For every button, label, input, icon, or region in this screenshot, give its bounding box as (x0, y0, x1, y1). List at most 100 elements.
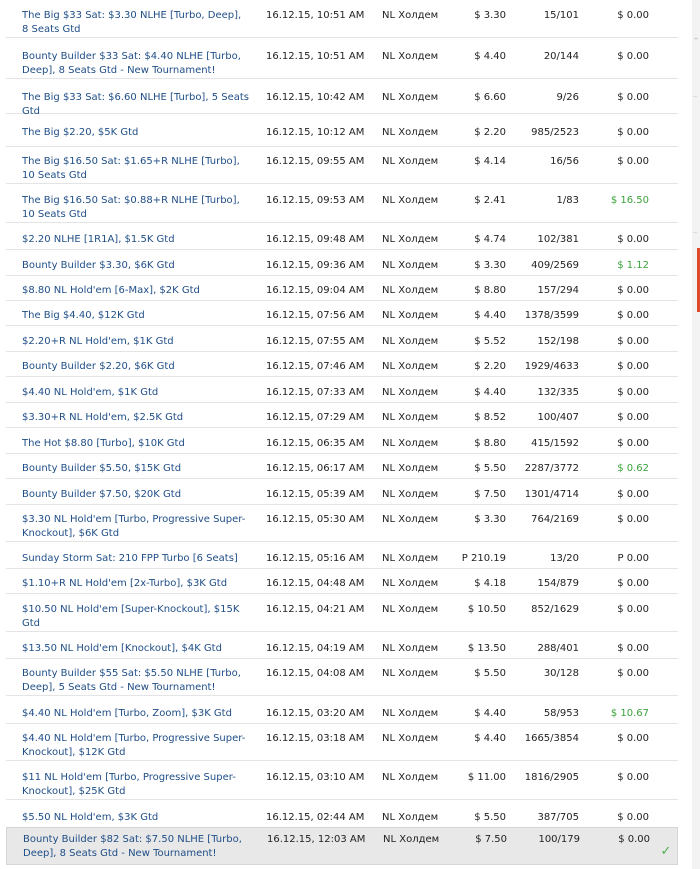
tournament-row[interactable]: The Big $16.50 Sat: $0.88+R NLHE [Turbo]… (6, 189, 678, 223)
tournament-row[interactable]: The Big $33 Sat: $6.60 NLHE [Turbo], 5 S… (6, 86, 678, 117)
tournament-date: 16.12.15, 09:55 AM (266, 156, 365, 167)
tournament-row[interactable]: $2.20 NLHE [1R1A], $1.5K Gtd 16.12.15, 09… (6, 228, 678, 250)
buy-in: $ 5.52 (474, 336, 506, 347)
winnings: $ 0.00 (617, 733, 649, 744)
tournament-name[interactable]: $2.20+R NL Hold'em, $1K Gtd (22, 336, 174, 347)
buy-in: $ 6.60 (474, 92, 506, 103)
scrollbar-divider (693, 96, 697, 97)
tournament-row[interactable]: $4.40 NL Hold'em [Turbo, Zoom], $3K Gtd 1… (6, 702, 678, 724)
buy-in: $ 2.20 (474, 361, 506, 372)
tournament-date: 16.12.15, 07:56 AM (266, 310, 365, 321)
tournament-name[interactable]: $5.50 NL Hold'em, $3K Gtd (22, 812, 159, 823)
tournament-row[interactable]: Bounty Builder $33 Sat: $4.40 NLHE [Turb… (6, 45, 678, 79)
tournament-row[interactable]: Bounty Builder $55 Sat: $5.50 NLHE [Turb… (6, 662, 678, 696)
chevron-up-icon[interactable]: ⌃ (692, 37, 700, 47)
tournament-name[interactable]: Bounty Builder $5.50, $15K Gtd (22, 463, 182, 474)
tournament-date: 16.12.15, 06:17 AM (266, 463, 365, 474)
tournament-name[interactable]: The Hot $8.80 [Turbo], $10K Gtd (22, 438, 185, 449)
buy-in: $ 11.00 (467, 772, 506, 783)
tournament-name[interactable]: Bounty Builder $3.30, $6K Gtd (22, 260, 175, 271)
tournament-name[interactable]: Bounty Builder $2.20, $6K Gtd (22, 361, 175, 372)
tournament-row[interactable]: The Hot $8.80 [Turbo], $10K Gtd 16.12.15,… (6, 432, 678, 454)
winnings: $ 0.00 (617, 361, 649, 372)
tournament-name[interactable]: $1.10+R NL Hold'em [2x-Turbo], $3K Gtd (22, 578, 228, 589)
tournament-name[interactable]: $3.30 NL Hold'em [Turbo, Progressive Sup… (22, 514, 246, 539)
buy-in: $ 7.50 (475, 834, 507, 845)
tournament-row[interactable]: $3.30 NL Hold'em [Turbo, Progressive Sup… (6, 508, 678, 542)
tournament-name[interactable]: The Big $2.20, $5K Gtd (22, 127, 139, 138)
tournament-row[interactable]: Bounty Builder $7.50, $20K Gtd 16.12.15, … (6, 483, 678, 505)
tournament-name[interactable]: $4.40 NL Hold'em [Turbo, Zoom], $3K Gtd (22, 708, 232, 719)
buy-in: $ 4.18 (474, 578, 506, 589)
tournament-row[interactable]: $8.80 NL Hold'em [6-Max], $2K Gtd 16.12.1… (6, 279, 678, 301)
tournament-name[interactable]: $4.40 NL Hold'em [Turbo, Progressive Sup… (22, 733, 246, 758)
entrants: 1816/2905 (524, 772, 579, 783)
entrants: 132/335 (537, 387, 579, 398)
tournament-row[interactable]: The Big $16.50 Sat: $1.65+R NLHE [Turbo]… (6, 150, 678, 184)
tournament-name[interactable]: The Big $4.40, $12K Gtd (22, 310, 145, 321)
tournament-name[interactable]: The Big $33 Sat: $3.30 NLHE [Turbo, Deep… (22, 10, 242, 35)
tournament-name[interactable]: $2.20 NLHE [1R1A], $1.5K Gtd (22, 234, 175, 245)
entrants: 764/2169 (531, 514, 579, 525)
tournament-name[interactable]: $4.40 NL Hold'em, $1K Gtd (22, 387, 159, 398)
tournament-row[interactable]: The Big $2.20, $5K Gtd 16.12.15, 10:12 AM… (6, 121, 678, 147)
entrants: 415/1592 (531, 438, 579, 449)
tournament-date: 16.12.15, 10:51 AM (266, 10, 365, 21)
winnings: $ 0.00 (617, 412, 649, 423)
tournament-name[interactable]: The Big $16.50 Sat: $1.65+R NLHE [Turbo]… (22, 156, 240, 181)
tournament-row[interactable]: $1.10+R NL Hold'em [2x-Turbo], $3K Gtd 16… (6, 572, 678, 594)
tournament-date: 16.12.15, 02:44 AM (266, 812, 365, 823)
scrollbar[interactable]: ⌃ (692, 0, 700, 869)
tournament-name[interactable]: $13.50 NL Hold'em [Knockout], $4K Gtd (22, 643, 222, 654)
tournament-row[interactable]: $5.50 NL Hold'em, $3K Gtd 16.12.15, 02:44… (6, 806, 678, 828)
tournament-name[interactable]: Bounty Builder $82 Sat: $7.50 NLHE [Turb… (23, 834, 242, 859)
tournament-row[interactable]: $10.50 NL Hold'em [Super-Knockout], $15K… (6, 598, 678, 632)
tournament-row[interactable]: $2.20+R NL Hold'em, $1K Gtd 16.12.15, 07:… (6, 330, 678, 352)
tournament-row[interactable]: Sunday Storm Sat: 210 FPP Turbo [6 Seats… (6, 547, 678, 569)
tournament-name[interactable]: Sunday Storm Sat: 210 FPP Turbo [6 Seats… (22, 553, 238, 564)
buy-in: P 210.19 (461, 553, 506, 564)
winnings: $ 16.50 (610, 195, 649, 206)
tournament-name[interactable]: Bounty Builder $55 Sat: $5.50 NLHE [Turb… (22, 668, 241, 693)
tournament-row[interactable]: $13.50 NL Hold'em [Knockout], $4K Gtd 16.… (6, 637, 678, 659)
tournament-row[interactable]: $3.30+R NL Hold'em, $2.5K Gtd 16.12.15, 0… (6, 406, 678, 428)
tournament-row[interactable]: $11 NL Hold'em [Turbo, Progressive Super… (6, 766, 678, 800)
tournament-row[interactable]: Bounty Builder $82 Sat: $7.50 NLHE [Turb… (6, 827, 678, 865)
tournament-date: 16.12.15, 04:21 AM (266, 604, 365, 615)
tournament-date: 16.12.15, 07:33 AM (266, 387, 365, 398)
game-type: NL Холдем (382, 553, 439, 564)
winnings: $ 0.00 (617, 604, 649, 615)
tournament-date: 16.12.15, 10:12 AM (266, 127, 365, 138)
tournament-date: 16.12.15, 03:20 AM (266, 708, 365, 719)
tournament-row[interactable]: The Big $4.40, $12K Gtd 16.12.15, 07:56 A… (6, 304, 678, 326)
winnings: $ 0.00 (617, 234, 649, 245)
scroll-position-marker (697, 248, 700, 312)
tournament-row[interactable]: $4.40 NL Hold'em, $1K Gtd 16.12.15, 07:33… (6, 381, 678, 403)
entrants: 16/56 (550, 156, 579, 167)
tournament-row[interactable]: $4.40 NL Hold'em [Turbo, Progressive Sup… (6, 727, 678, 761)
tournament-name[interactable]: Bounty Builder $33 Sat: $4.40 NLHE [Turb… (22, 51, 241, 76)
tournament-name[interactable]: The Big $16.50 Sat: $0.88+R NLHE [Turbo]… (22, 195, 240, 220)
entrants: 288/401 (537, 643, 579, 654)
tournament-name[interactable]: $11 NL Hold'em [Turbo, Progressive Super… (22, 772, 236, 797)
tournament-name[interactable]: $3.30+R NL Hold'em, $2.5K Gtd (22, 412, 184, 423)
buy-in: $ 2.20 (474, 127, 506, 138)
tournament-date: 16.12.15, 09:04 AM (266, 285, 365, 296)
tournament-row[interactable]: Bounty Builder $2.20, $6K Gtd 16.12.15, 0… (6, 355, 678, 377)
entrants: 1301/4714 (524, 489, 579, 500)
tournament-name[interactable]: $10.50 NL Hold'em [Super-Knockout], $15K… (22, 604, 240, 629)
tournament-row[interactable]: Bounty Builder $5.50, $15K Gtd 16.12.15, … (6, 457, 678, 479)
tournament-name[interactable]: The Big $33 Sat: $6.60 NLHE [Turbo], 5 S… (22, 92, 249, 117)
game-type: NL Холдем (382, 643, 439, 654)
tournament-name[interactable]: Bounty Builder $7.50, $20K Gtd (22, 489, 182, 500)
tournament-date: 16.12.15, 07:29 AM (266, 412, 365, 423)
buy-in: $ 5.50 (474, 668, 506, 679)
tournament-row[interactable]: Bounty Builder $3.30, $6K Gtd 16.12.15, 0… (6, 254, 678, 276)
winnings: $ 0.00 (618, 834, 650, 845)
tournament-date: 16.12.15, 05:16 AM (266, 553, 365, 564)
tournament-row[interactable]: The Big $33 Sat: $3.30 NLHE [Turbo, Deep… (6, 4, 678, 38)
game-type: NL Холдем (382, 361, 439, 372)
game-type: NL Холдем (382, 234, 439, 245)
buy-in: $ 8.80 (474, 438, 506, 449)
tournament-name[interactable]: $8.80 NL Hold'em [6-Max], $2K Gtd (22, 285, 200, 296)
